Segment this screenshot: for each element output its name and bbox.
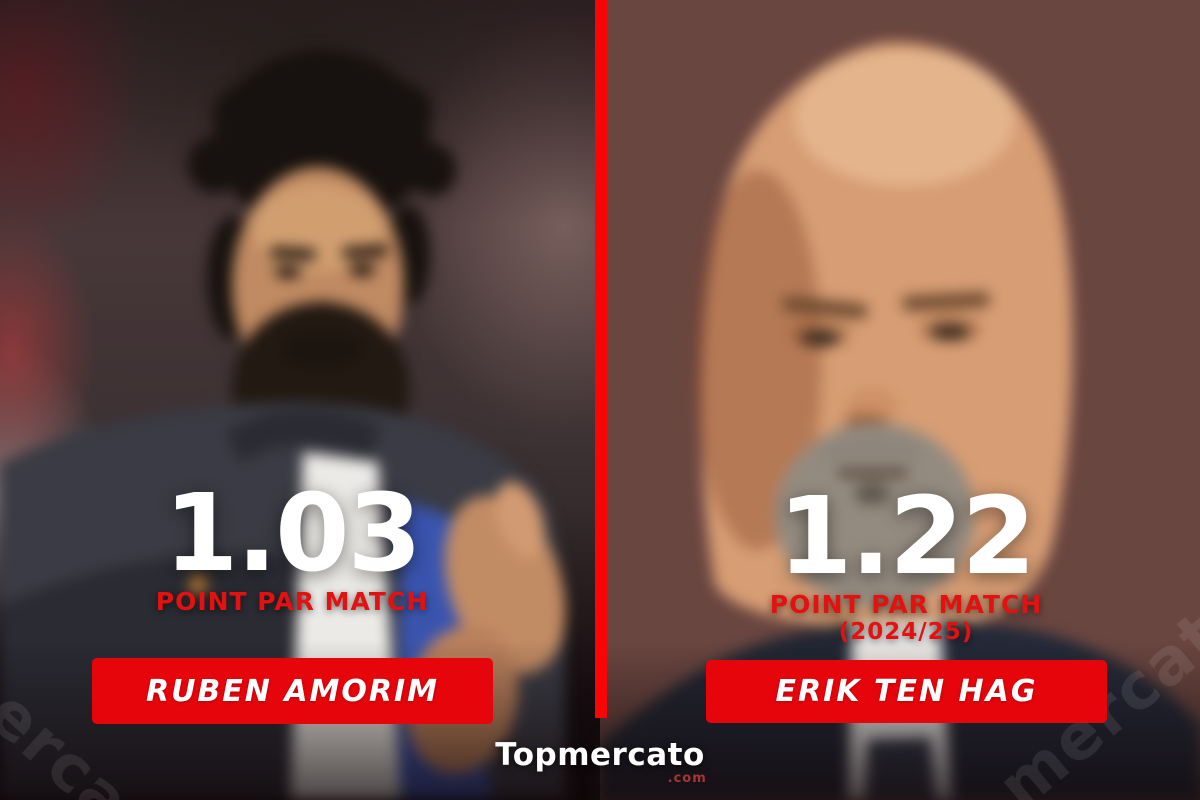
topmercato-logo-suffix: .com — [667, 771, 707, 786]
jacket-crest — [189, 573, 207, 595]
topmercato-logo-text: Topmercato — [495, 737, 705, 773]
right-stat-value: 1.22 — [778, 475, 1036, 599]
right-stat-block: 1.22 POINT PAR MATCH (2024/25) — [606, 475, 1200, 645]
name-banner-erik-ten-hag: ERIK TEN HAG — [706, 660, 1107, 723]
right-stat-season: (2024/25) — [838, 618, 974, 645]
left-stat-label: POINT PAR MATCH — [155, 586, 429, 616]
name-banner-ruben-amorim: RUBEN AMORIM — [92, 658, 493, 724]
center-divider — [595, 0, 607, 718]
right-stat-label: POINT PAR MATCH — [769, 589, 1043, 619]
beard — [775, 423, 975, 607]
topmercato-logo: Topmercato .com — [495, 737, 706, 786]
name-label-erik-ten-hag: ERIK TEN HAG — [775, 674, 1038, 709]
footer-logo-bar: Topmercato .com — [0, 737, 1200, 786]
left-stat-block: 1.03 POINT PAR MATCH — [0, 472, 592, 616]
name-label-ruben-amorim: RUBEN AMORIM — [145, 673, 440, 709]
eyes — [782, 292, 991, 348]
left-stat-value: 1.03 — [164, 472, 422, 596]
